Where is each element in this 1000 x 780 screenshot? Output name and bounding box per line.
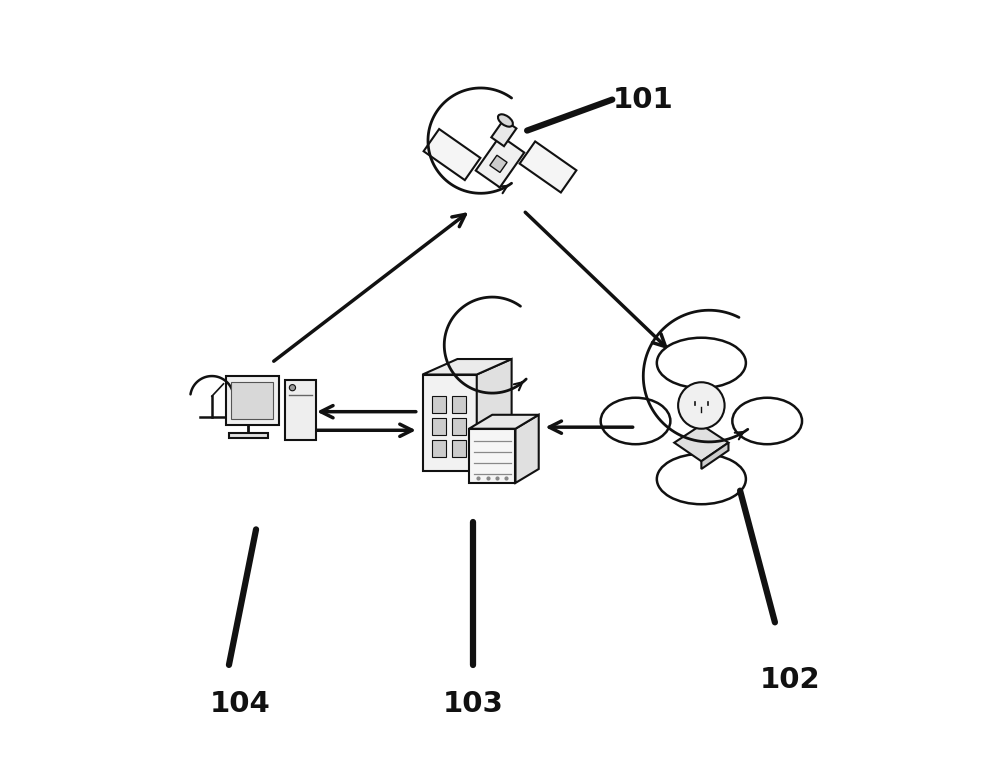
Ellipse shape xyxy=(732,398,802,445)
Bar xyxy=(452,418,466,435)
Circle shape xyxy=(678,382,725,429)
Text: 103: 103 xyxy=(442,690,503,718)
Polygon shape xyxy=(476,136,524,187)
Ellipse shape xyxy=(657,454,746,504)
Polygon shape xyxy=(231,382,273,419)
Polygon shape xyxy=(491,119,516,146)
Text: 101: 101 xyxy=(613,86,674,114)
Bar xyxy=(432,440,446,456)
Polygon shape xyxy=(477,359,512,471)
Text: 104: 104 xyxy=(210,690,271,718)
Polygon shape xyxy=(226,376,279,425)
Ellipse shape xyxy=(601,398,670,445)
Bar xyxy=(452,396,466,413)
Polygon shape xyxy=(490,155,507,172)
Polygon shape xyxy=(469,429,515,483)
Bar xyxy=(432,396,446,413)
Bar xyxy=(432,418,446,435)
Ellipse shape xyxy=(498,115,513,126)
Polygon shape xyxy=(520,141,576,193)
Polygon shape xyxy=(423,374,477,471)
Bar xyxy=(452,440,466,456)
Polygon shape xyxy=(674,425,728,461)
Ellipse shape xyxy=(657,338,746,388)
Polygon shape xyxy=(423,359,512,374)
Polygon shape xyxy=(469,415,539,429)
Polygon shape xyxy=(285,380,316,441)
Text: 102: 102 xyxy=(760,666,821,694)
Polygon shape xyxy=(229,434,268,438)
Polygon shape xyxy=(515,415,539,483)
Polygon shape xyxy=(701,443,728,469)
Polygon shape xyxy=(424,129,480,180)
Circle shape xyxy=(289,385,296,391)
